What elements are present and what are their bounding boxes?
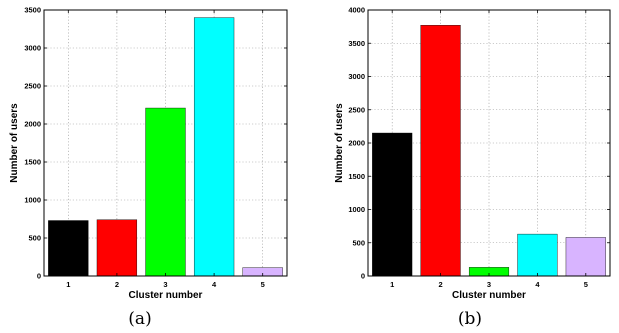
ytick-label: 1000 [24,196,41,205]
ytick-label: 3500 [348,39,365,48]
ytick-label: 2500 [24,82,41,91]
ytick-label: 500 [352,238,365,247]
bar-cluster-2 [420,25,461,277]
ytick-label: 3000 [348,72,365,81]
bar-cluster-4 [193,17,235,277]
ytick-label: 1000 [348,205,365,214]
bar-cluster-5 [565,237,606,277]
ytick-label: 1500 [348,172,365,181]
xtick-label: 5 [584,280,588,289]
panel-caption: (a) [128,309,151,329]
xtick-label: 3 [163,280,167,289]
xtick-label: 1 [66,280,70,289]
xtick-label: 2 [115,280,119,289]
bar-cluster-1 [48,220,89,277]
ytick-label: 0 [37,272,41,281]
ytick-label: 2000 [348,139,365,148]
xtick-label: 1 [390,280,394,289]
xtick-label: 3 [487,280,491,289]
bar-cluster-2 [96,219,138,277]
x-axis-label: Cluster number [452,290,526,301]
xtick-label: 2 [439,280,443,289]
ytick-label: 0 [361,272,365,281]
y-axis-label: Number of users [9,103,20,183]
x-axis-label: Cluster number [129,290,203,301]
bar-cluster-4 [517,233,558,277]
ytick-label: 2500 [348,105,365,114]
xtick-label: 4 [535,280,540,289]
y-axis-label: Number of users [334,103,345,183]
bar-cluster-3 [145,107,186,277]
ytick-label: 2000 [24,120,41,129]
bar-cluster-1 [372,132,413,277]
chart-panel-a: 0 500 1000 1500 2000 2500 3000 3500 1 2 3 4 5 Cluster… [9,6,288,329]
xtick-label: 5 [261,280,265,289]
xtick-label: 4 [212,280,217,289]
ytick-label: 3500 [24,6,41,15]
ytick-label: 3000 [24,44,41,53]
ytick-label: 500 [28,234,41,243]
ytick-label: 1500 [24,158,41,167]
chart-panel-b: 0 500 1000 1500 2000 2500 3000 3500 4000 1 2 3 4 5 Clu… [334,6,611,329]
panel-caption: (b) [458,309,482,329]
ytick-label: 4000 [348,6,365,15]
